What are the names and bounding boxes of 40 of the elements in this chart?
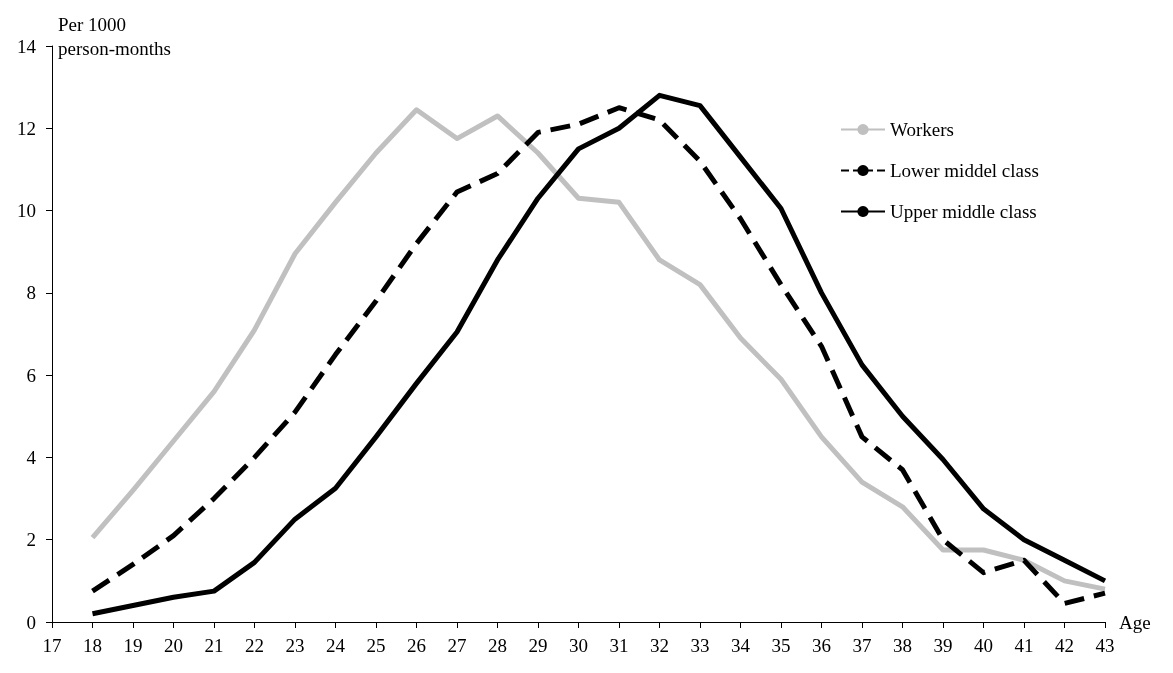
legend-label: Upper middle class [890,201,1037,222]
x-tick-label: 31 [609,635,629,656]
x-tick-label: 30 [569,635,588,656]
x-tick-label: 17 [42,635,62,656]
x-tick-label: 25 [366,635,386,656]
x-tick-label: 38 [893,635,912,656]
x-tick-label: 23 [285,635,305,656]
y-tick-label: 8 [26,282,36,304]
y-axis-title: Per 1000 person-months [58,13,171,59]
x-tick-label: 20 [164,635,183,656]
x-tick-label: 36 [812,635,831,656]
x-tick-label: 32 [650,635,669,656]
x-tick-label: 26 [407,635,426,656]
x-tick-label: 18 [83,635,102,656]
y-tick-label: 4 [26,446,37,468]
x-tick-label: 22 [245,635,264,656]
x-tick-label: 34 [731,635,751,656]
y-tick-label: 14 [17,35,37,57]
x-tick-label: 39 [933,635,953,656]
x-tick-label: 43 [1095,635,1115,656]
x-tick-label: 24 [326,635,346,656]
x-tick-label: 21 [204,635,224,656]
legend-label: Lower middel class [890,160,1039,181]
legend-label: Workers [890,119,954,140]
x-tick-label: 42 [1055,635,1074,656]
x-tick-label: 27 [447,635,467,656]
x-axis-title: Age [1119,611,1151,633]
x-tick-label: 28 [488,635,507,656]
x-tick-label: 40 [974,635,993,656]
x-tick-label: 37 [852,635,872,656]
y-tick-label: 6 [26,364,36,386]
y-tick-label: 12 [17,117,36,139]
y-tick-label: 2 [26,529,36,551]
y-tick-label: 0 [26,611,36,633]
x-tick-label: 29 [528,635,548,656]
x-tick-label: 41 [1014,635,1034,656]
x-tick-label: 19 [123,635,143,656]
y-tick-label: 10 [17,200,36,222]
x-tick-label: 33 [690,635,710,656]
x-tick-label: 35 [771,635,791,656]
